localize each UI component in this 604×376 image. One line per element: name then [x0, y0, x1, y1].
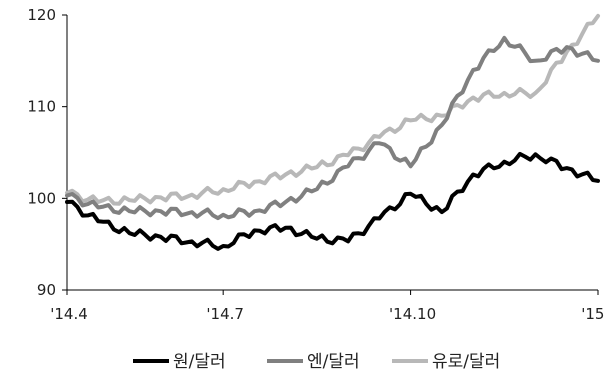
y-tick-label: 110 — [27, 98, 56, 116]
series-line-0 — [65, 151, 600, 251]
legend-label: 원/달러 — [173, 352, 226, 372]
series-line-2 — [65, 13, 600, 206]
x-tick-label: '14.7 — [206, 305, 244, 323]
series-line-1 — [65, 35, 600, 221]
x-tick-label: '14.4 — [50, 305, 88, 323]
legend-label: 유로/달러 — [432, 352, 500, 372]
legend: 원/달러 엔/달러 유로/달러 — [133, 352, 500, 372]
y-tick-label: 120 — [27, 6, 56, 24]
x-tick-label: '15.1 — [581, 305, 604, 323]
y-axis: 90 100 110 120 — [27, 6, 68, 299]
x-axis: '14.4 '14.7 '14.10 '15.1 — [50, 289, 604, 323]
y-tick-label: 90 — [37, 281, 56, 299]
legend-label: 엔/달러 — [307, 352, 360, 372]
series-layer — [65, 13, 600, 251]
y-tick-label: 100 — [27, 189, 56, 207]
x-tick-label: '14.10 — [389, 305, 436, 323]
